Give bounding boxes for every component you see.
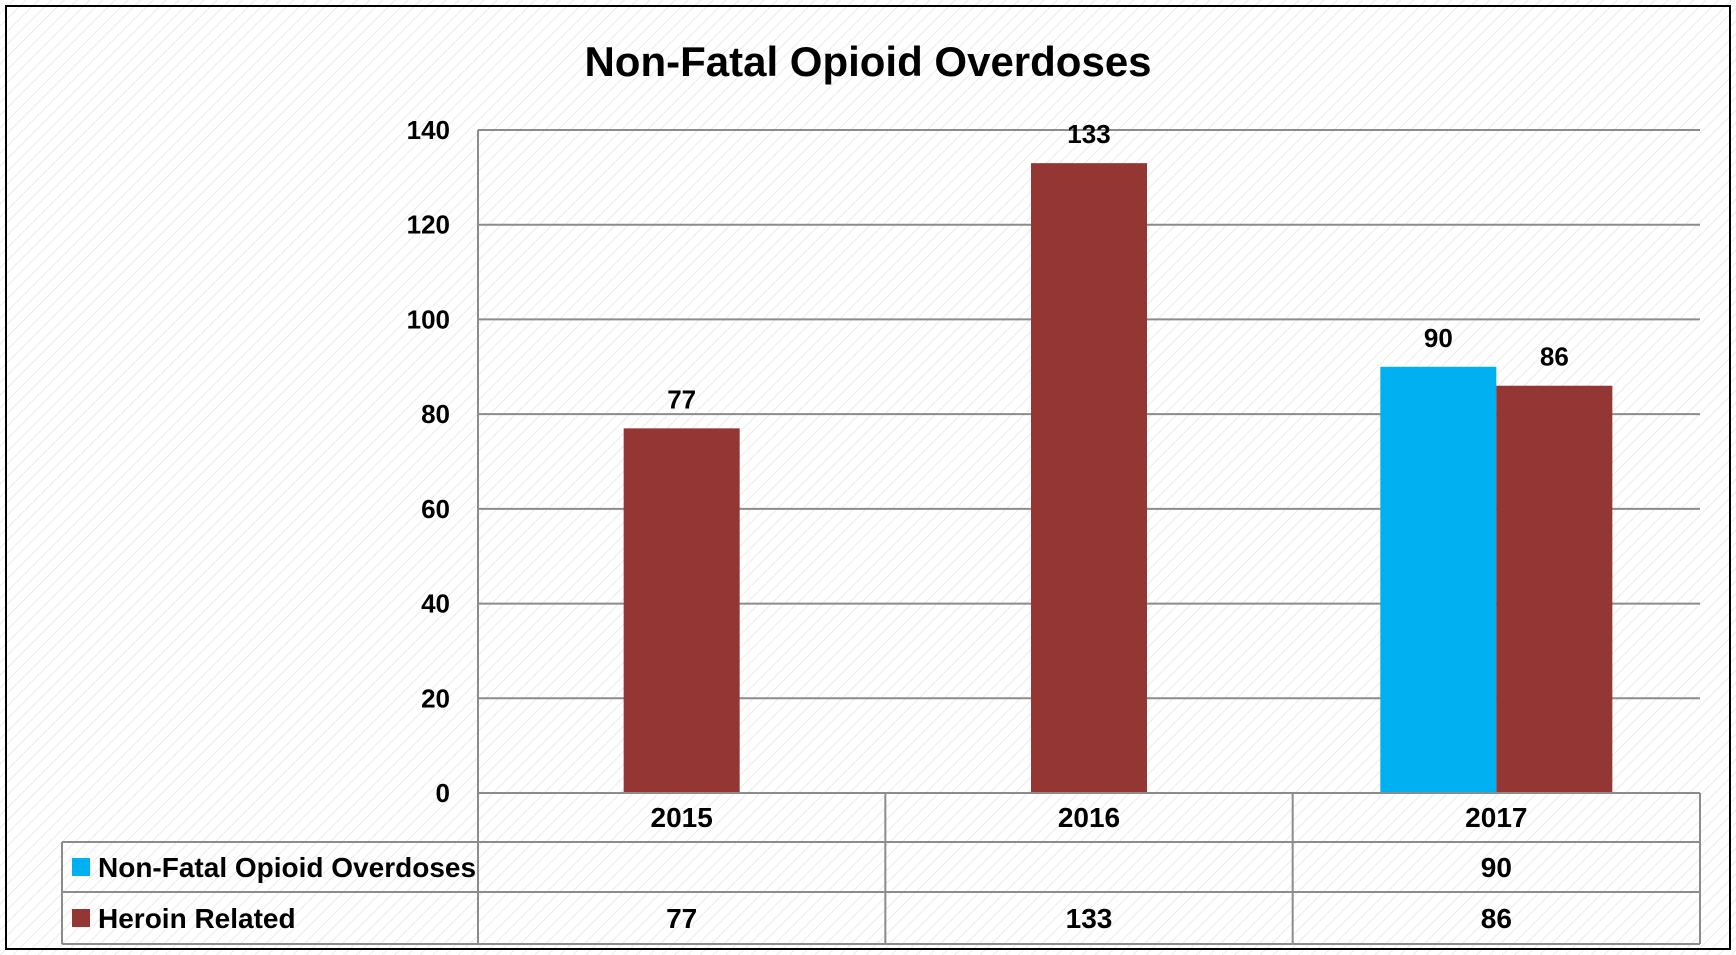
data-label: 77 (667, 384, 696, 414)
bar (624, 428, 740, 793)
chart-title: Non-Fatal Opioid Overdoses (584, 38, 1151, 85)
bar (1496, 386, 1612, 793)
table-cell-value: 90 (1481, 852, 1512, 883)
legend-swatch (72, 909, 90, 927)
legend-swatch (72, 858, 90, 876)
data-label: 90 (1424, 323, 1453, 353)
table-cell-value: 133 (1066, 903, 1113, 934)
data-label: 133 (1067, 119, 1110, 149)
legend-label: Heroin Related (98, 903, 296, 934)
bar (1380, 367, 1496, 793)
y-tick-label: 0 (436, 778, 450, 808)
x-category-label: 2017 (1465, 802, 1527, 833)
x-category-label: 2015 (651, 802, 713, 833)
table-cell-value: 77 (666, 903, 697, 934)
y-tick-label: 120 (407, 210, 450, 240)
bar (1031, 163, 1147, 793)
y-tick-label: 140 (407, 115, 450, 145)
y-tick-label: 20 (421, 683, 450, 713)
y-tick-label: 60 (421, 494, 450, 524)
data-label: 86 (1540, 342, 1569, 372)
legend-label: Non-Fatal Opioid Overdoses (98, 852, 476, 883)
y-tick-label: 100 (407, 304, 450, 334)
x-category-label: 2016 (1058, 802, 1120, 833)
table-cell-value: 86 (1481, 903, 1512, 934)
y-tick-label: 80 (421, 399, 450, 429)
y-tick-label: 40 (421, 589, 450, 619)
